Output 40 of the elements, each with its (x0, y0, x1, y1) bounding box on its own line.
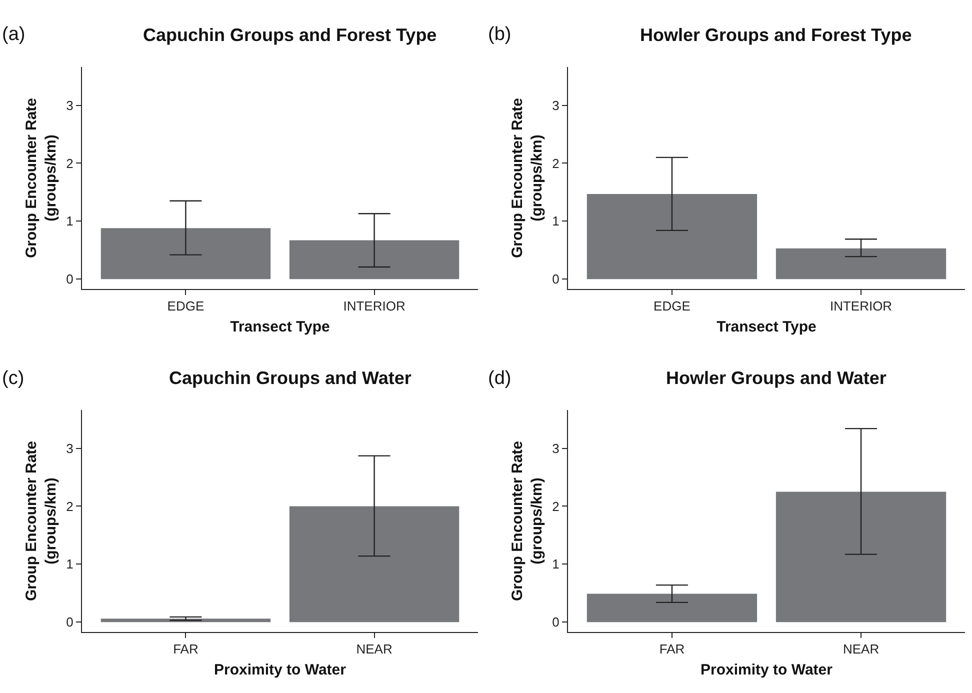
x-tick-label: NEAR (842, 642, 880, 657)
y-tick-label: 0 (66, 272, 74, 287)
chart-title: Capuchin Groups and Forest Type (143, 25, 437, 45)
x-axis-title: Proximity to Water (700, 662, 833, 679)
x-tick-label: INTERIOR (343, 298, 406, 314)
y-tick-label: 3 (66, 98, 74, 113)
text: (a) (2, 24, 26, 45)
text: (c) (2, 368, 24, 389)
y-tick-label: 0 (552, 614, 560, 630)
y-tick-label: 2 (66, 498, 74, 514)
y-tick-label: 0 (552, 272, 560, 287)
y-tick-label: 2 (66, 156, 74, 171)
text: (b) (488, 24, 512, 45)
x-tick-label: EDGE (167, 298, 204, 314)
chart-title: Capuchin Groups and Water (169, 368, 412, 388)
chart-title: Howler Groups and Forest Type (640, 25, 912, 45)
y-tick-label: 3 (552, 98, 560, 113)
y-tick-label: 3 (66, 440, 74, 456)
x-tick-label: FAR (659, 642, 685, 657)
x-axis-title: Proximity to Water (214, 662, 346, 679)
x-tick-label: EDGE (654, 298, 691, 314)
y-tick-label: 2 (552, 156, 560, 171)
y-axis-title: Group Encounter Rate (groups/km) (508, 98, 546, 258)
x-axis-title: Transect Type (716, 318, 816, 336)
y-tick-label: 1 (66, 556, 74, 572)
y-tick-label: 3 (552, 440, 560, 456)
y-axis-title: Group Encounter Rate (groups/km) (508, 440, 546, 602)
y-tick-label: 1 (66, 214, 74, 229)
text: (d) (488, 368, 512, 389)
x-tick-label: NEAR (356, 642, 392, 657)
x-tick-label: INTERIOR (830, 298, 892, 314)
y-tick-label: 1 (552, 214, 560, 229)
y-tick-label: 0 (66, 614, 74, 630)
x-tick-label: FAR (173, 642, 198, 657)
chart-title: Howler Groups and Water (666, 368, 886, 388)
y-tick-label: 2 (552, 498, 560, 514)
y-axis-title: Group Encounter Rate (groups/km) (22, 98, 60, 258)
y-tick-label: 1 (552, 556, 560, 572)
x-axis-title: Transect Type (230, 318, 330, 336)
y-axis-title: Group Encounter Rate (groups/km) (22, 440, 60, 602)
